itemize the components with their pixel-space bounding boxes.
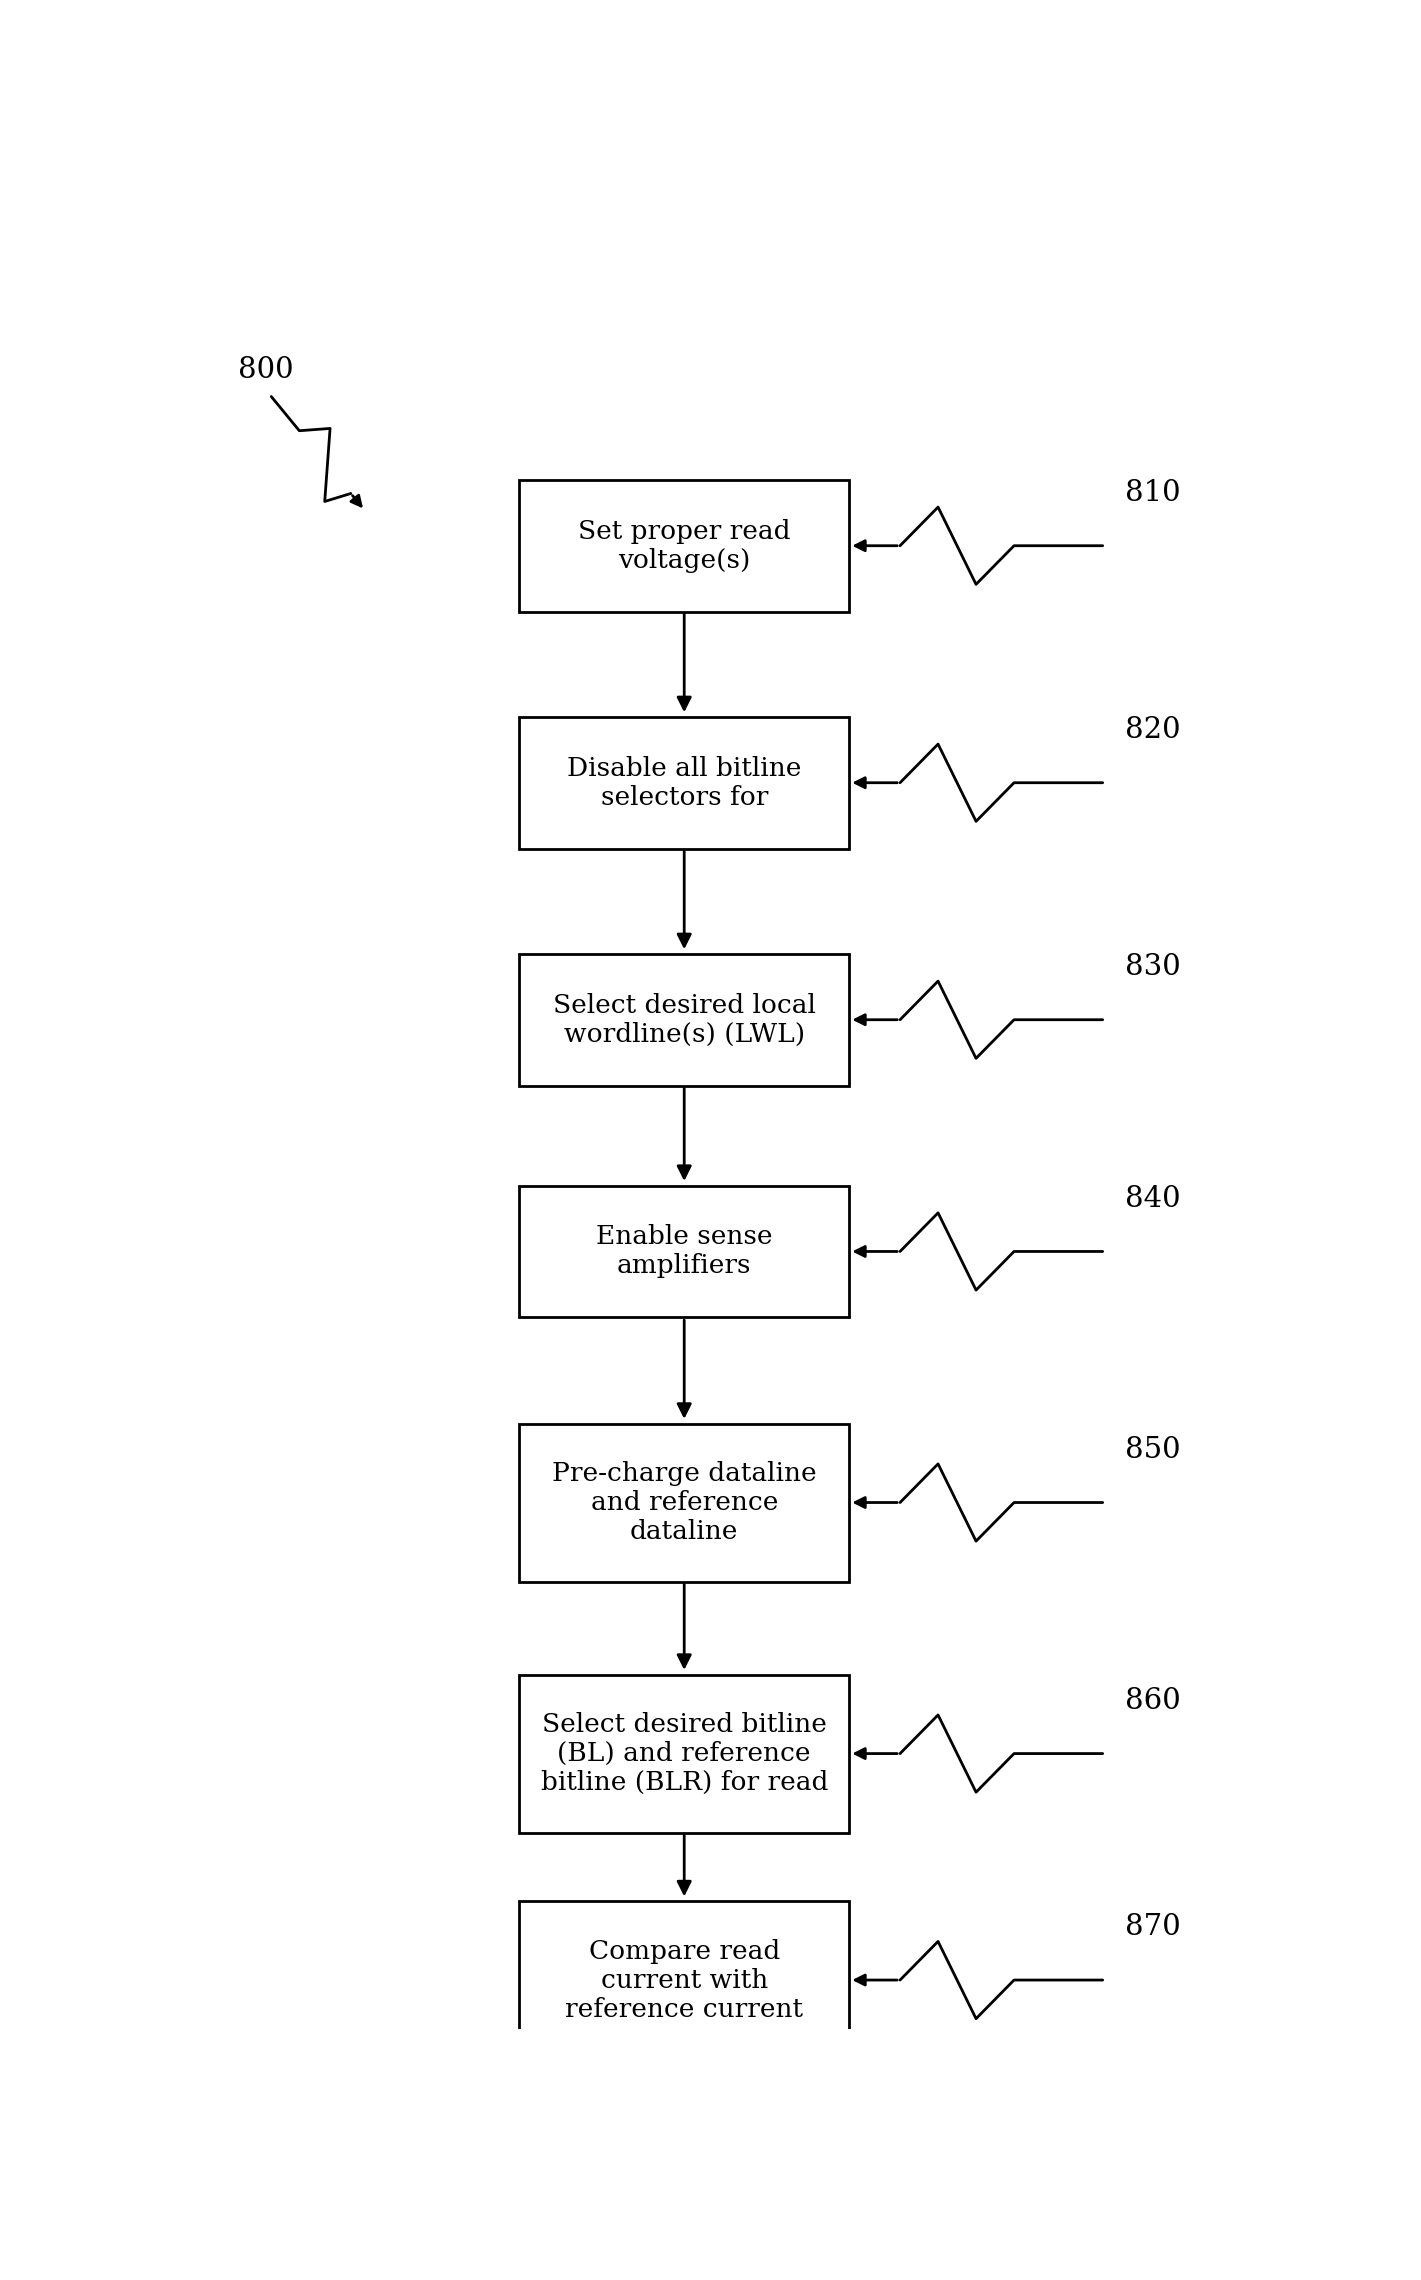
Bar — [519, 1423, 850, 1582]
Text: Compare read
current with
reference current: Compare read current with reference curr… — [566, 1938, 803, 2022]
Text: Select desired bitline
(BL) and reference
bitline (BLR) for read: Select desired bitline (BL) and referenc… — [540, 1712, 828, 1794]
Bar — [519, 953, 850, 1085]
Bar — [519, 716, 850, 848]
Text: Disable all bitline
selectors for: Disable all bitline selectors for — [567, 755, 801, 809]
Text: Pre-charge dataline
and reference
dataline: Pre-charge dataline and reference datali… — [551, 1461, 817, 1544]
Text: 830: 830 — [1125, 953, 1181, 980]
Text: Set proper read
voltage(s): Set proper read voltage(s) — [578, 520, 790, 572]
Bar — [519, 1902, 850, 2059]
Bar — [519, 479, 850, 611]
Text: 850: 850 — [1125, 1436, 1181, 1464]
Text: Enable sense
amplifiers: Enable sense amplifiers — [595, 1224, 773, 1279]
Bar — [519, 1674, 850, 1833]
Text: 860: 860 — [1125, 1687, 1181, 1715]
Text: Select desired local
wordline(s) (LWL): Select desired local wordline(s) (LWL) — [553, 992, 816, 1047]
Text: 840: 840 — [1125, 1186, 1181, 1213]
Bar — [519, 1186, 850, 1318]
Text: 800: 800 — [239, 356, 294, 383]
Text: 820: 820 — [1125, 716, 1181, 743]
Text: 810: 810 — [1125, 479, 1181, 506]
Text: 870: 870 — [1125, 1913, 1181, 1943]
